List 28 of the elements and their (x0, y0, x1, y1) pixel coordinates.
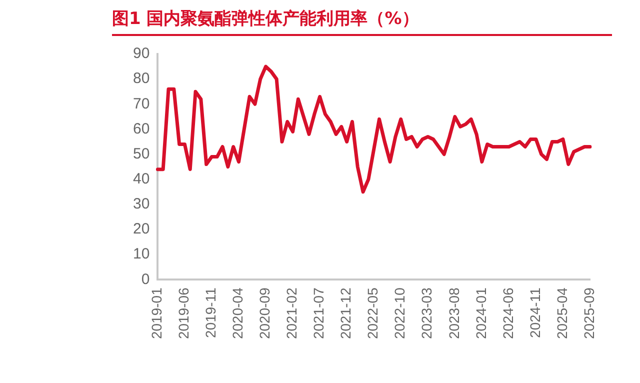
y-tick-label: 60 (132, 120, 150, 138)
x-tick-label: 2023-08 (446, 287, 462, 340)
x-tick-label: 2021-02 (284, 287, 300, 340)
x-tick-label: 2021-07 (310, 287, 327, 340)
x-tick-label: 2025-09 (580, 287, 597, 340)
x-tick-label: 2019-06 (176, 287, 192, 340)
x-tick-label: 2023-03 (418, 287, 435, 340)
y-tick-label: 50 (132, 145, 150, 162)
y-tick-label: 40 (132, 170, 150, 188)
x-tick-label: 2025-04 (554, 287, 570, 340)
x-tick-label: 2024-11 (526, 287, 543, 338)
y-tick-label: 30 (132, 196, 150, 213)
y-tick-label: 80 (132, 70, 150, 88)
y-tick-label: 10 (132, 246, 150, 263)
x-tick-label: 2024-01 (472, 287, 489, 340)
x-tick-label: 2020-04 (230, 287, 246, 340)
chart-title: 图1 国内聚氨酯弹性体产能利用率（%） (112, 8, 612, 36)
y-tick-label: 70 (132, 95, 150, 112)
x-tick-label: 2022-10 (392, 287, 408, 340)
x-tick-label: 2022-05 (364, 287, 381, 340)
x-tick-label: 2020-09 (256, 287, 273, 340)
y-tick-label: 90 (132, 45, 150, 62)
y-tick-label: 20 (132, 220, 150, 238)
x-tick-label: 2021-12 (338, 287, 354, 340)
x-tick-label: 2019-11 (202, 287, 219, 338)
x-tick-label: 2019-01 (148, 287, 165, 340)
x-tick-label: 2024-06 (500, 287, 516, 340)
y-tick-label: 0 (141, 270, 150, 288)
